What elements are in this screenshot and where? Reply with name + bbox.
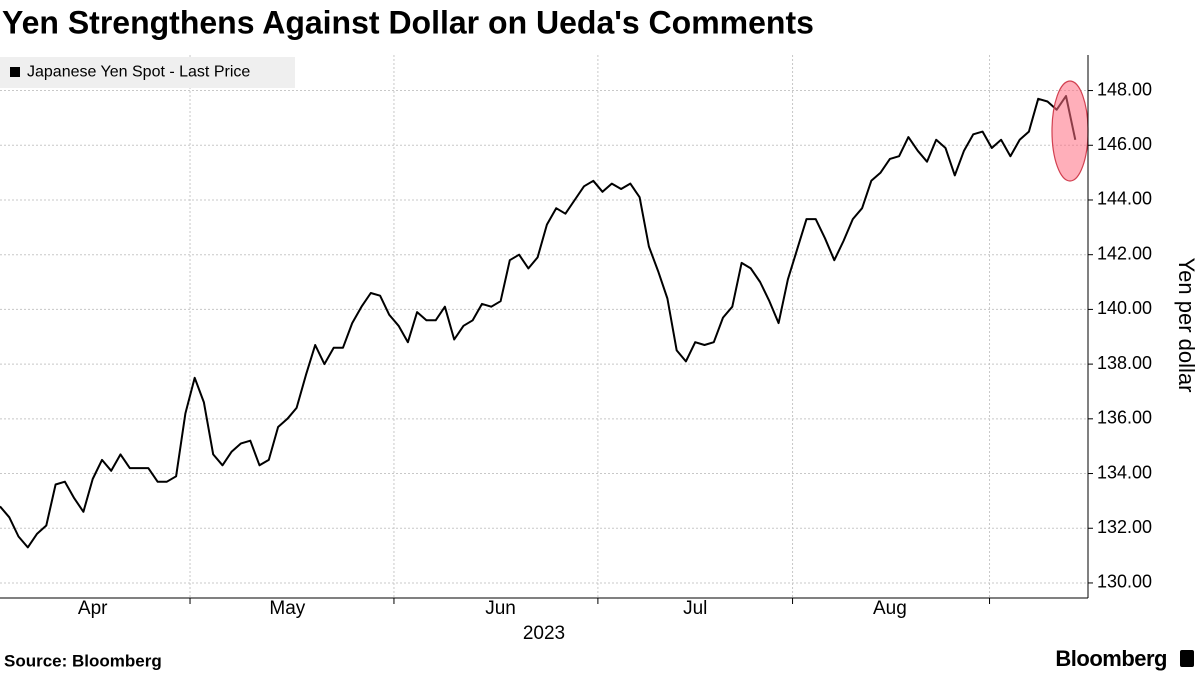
y-tick-label: 136.00: [1097, 408, 1152, 428]
chart-title: Yen Strengthens Against Dollar on Ueda's…: [2, 4, 814, 40]
y-tick-label: 134.00: [1097, 462, 1152, 482]
legend-label: Japanese Yen Spot - Last Price: [27, 64, 250, 81]
x-tick-label: Jul: [683, 598, 707, 619]
y-axis-label: Yen per dollar: [1174, 258, 1199, 393]
plot: [0, 95, 1077, 549]
legend-swatch: [10, 67, 20, 77]
y-tick-label: 144.00: [1097, 189, 1152, 209]
x-tick-label: Apr: [78, 598, 108, 619]
line-series: [0, 95, 1077, 549]
axes: 130.00 132.00 134.00 136.00 138.00 140.00 142.…: [78, 79, 1152, 619]
x-tick-label: May: [269, 598, 305, 619]
y-tick-label: 132.00: [1097, 517, 1152, 537]
brand: Bloomberg: [1055, 646, 1167, 671]
y-tick-label: 142.00: [1097, 243, 1152, 263]
source: Source: Bloomberg: [4, 651, 162, 670]
y-tick-label: 148.00: [1097, 79, 1152, 99]
highlight-ellipse: [1051, 80, 1089, 182]
y-tick-label: 140.00: [1097, 298, 1152, 318]
y-tick-label: 130.00: [1097, 572, 1152, 592]
y-tick-label: 138.00: [1097, 353, 1152, 373]
y-tick-label: 146.00: [1097, 134, 1152, 154]
legend-box: [0, 57, 295, 88]
grid: [0, 55, 1088, 598]
year-label: 2023: [523, 623, 565, 644]
x-tick-label: Aug: [873, 598, 907, 619]
brand-icon: [1180, 650, 1194, 667]
x-tick-label: Jun: [485, 598, 516, 619]
